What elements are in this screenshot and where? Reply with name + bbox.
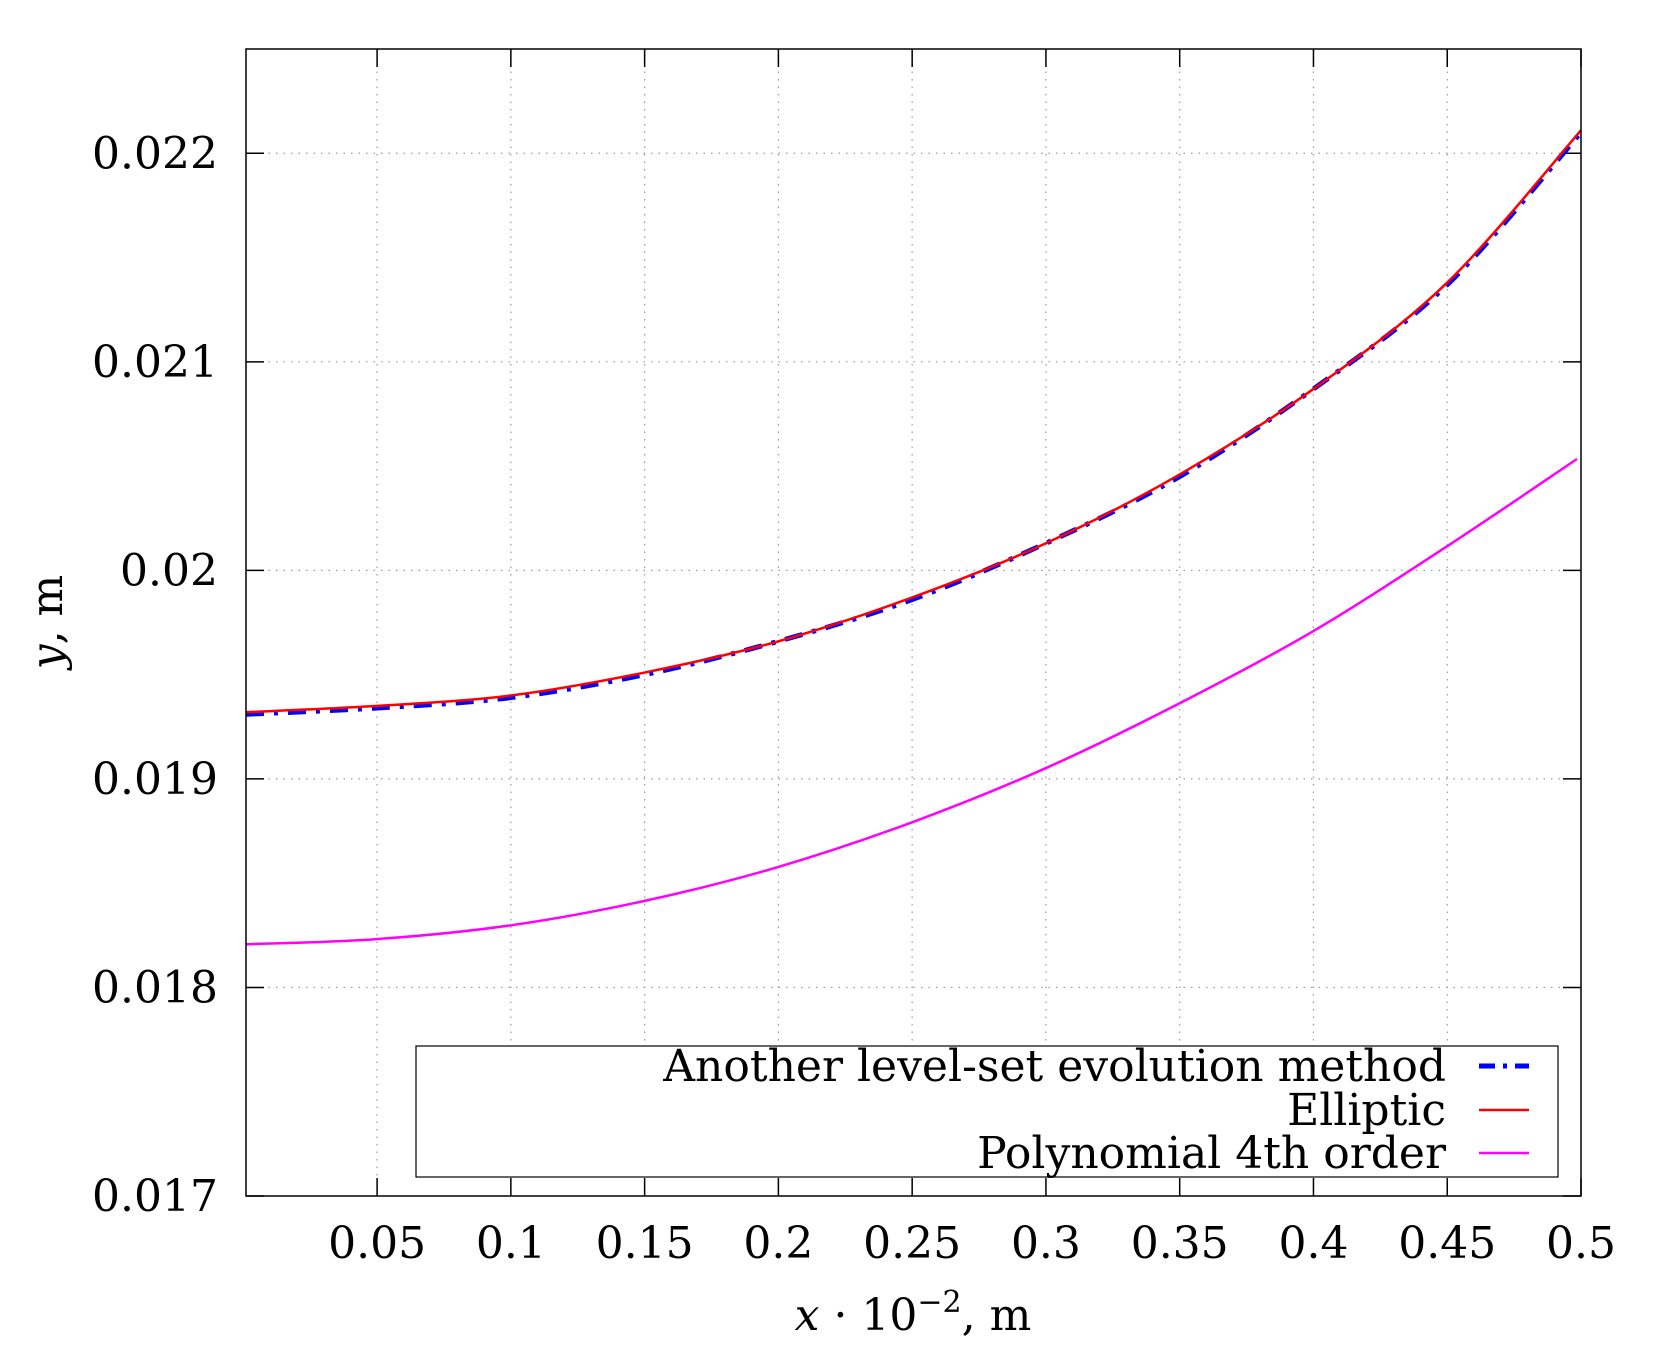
legend-label: Polynomial 4th order	[977, 1128, 1447, 1179]
y-tick-label: 0.021	[92, 337, 218, 388]
y-tick-label: 0.018	[92, 962, 218, 1013]
x-tick-label: 0.45	[1398, 1218, 1496, 1269]
y-tick-label: 0.02	[120, 545, 218, 596]
legend: Another level-set evolution methodEllipt…	[415, 1041, 1559, 1179]
x-tick-label: 0.3	[1011, 1218, 1081, 1269]
y-tick-label: 0.017	[92, 1171, 218, 1222]
x-tick-label: 0.05	[328, 1218, 426, 1269]
series-line-0	[245, 130, 1583, 717]
legend-box	[415, 1045, 1559, 1178]
y-tick-label: 0.019	[92, 754, 218, 805]
x-tick-label: 0.5	[1546, 1218, 1616, 1269]
legend-label: Elliptic	[1287, 1085, 1446, 1136]
x-tick-label: 0.25	[863, 1218, 961, 1269]
x-tick-label: 0.4	[1278, 1218, 1348, 1269]
x-tick-label: 0.2	[743, 1218, 813, 1269]
grid	[246, 49, 1581, 1196]
series-line-2	[245, 457, 1578, 946]
series-lines	[245, 129, 1583, 946]
x-tick-label: 0.15	[596, 1218, 694, 1269]
ticks: 0.05 0.1 0.15 0.2 0.25 0.3 0.35 0.4 0.45 0.5 0.017…	[92, 49, 1616, 1269]
x-tick-label: 0.35	[1131, 1218, 1229, 1269]
series-line-1	[245, 129, 1582, 714]
y-axis-label: y, m	[22, 575, 73, 672]
legend-label: Another level-set evolution method	[662, 1041, 1446, 1092]
y-tick-label: 0.022	[92, 128, 218, 179]
plot-frame	[245, 48, 1582, 1197]
x-axis-label: x · 10−2, m	[795, 1285, 1032, 1341]
x-tick-label: 0.1	[476, 1218, 546, 1269]
